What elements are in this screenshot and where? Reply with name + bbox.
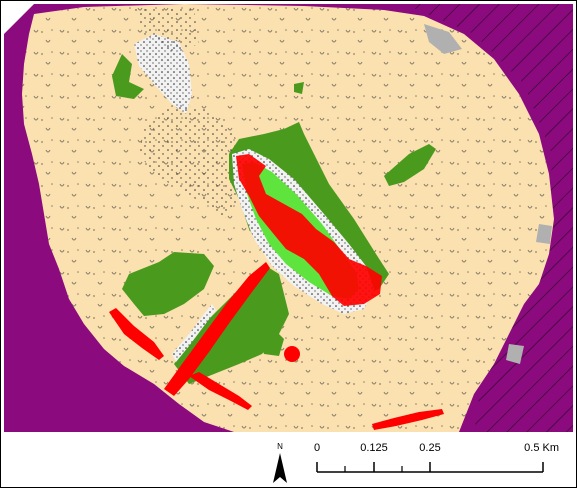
red-strip-west (109, 308, 164, 360)
gray-patch-top (424, 24, 462, 54)
scale-bar: 0 0.125 0.25 0.5 Km (314, 442, 559, 473)
scale-label-025: 0.25 (419, 442, 440, 454)
red-strip-southwest (189, 372, 252, 410)
red-patches (109, 154, 444, 430)
red-patch-center (236, 154, 382, 306)
gray-patch-lower (506, 344, 524, 364)
north-arrow: N (273, 442, 287, 483)
stipple-area-top (134, 34, 192, 114)
gray-patch-right (536, 224, 552, 244)
red-strip-south (372, 409, 444, 430)
stipple-area-north (134, 9, 199, 54)
vegetation-east (384, 144, 436, 186)
vegetation-southwest (122, 252, 214, 316)
vegetation-south-small (259, 329, 284, 356)
north-arrow-icon (273, 453, 287, 483)
scale-label-05: 0.5 Km (524, 442, 559, 454)
hatched-region (404, 4, 573, 432)
north-arrow-label: N (277, 442, 283, 451)
vegetation-topright (294, 82, 304, 94)
red-patch-small (284, 346, 300, 362)
stipple-area-center (139, 104, 244, 219)
white-corner (4, 4, 34, 34)
vegetation-topleft (112, 54, 144, 99)
scale-label-0125: 0.125 (360, 442, 388, 454)
red-patch-diagonal (164, 262, 270, 396)
stipple-strip-southwest (172, 304, 216, 362)
map-canvas (4, 4, 573, 432)
legend-band: N 0 0.125 0.25 0.5 Km (4, 434, 573, 486)
scale-label-0: 0 (314, 442, 320, 454)
